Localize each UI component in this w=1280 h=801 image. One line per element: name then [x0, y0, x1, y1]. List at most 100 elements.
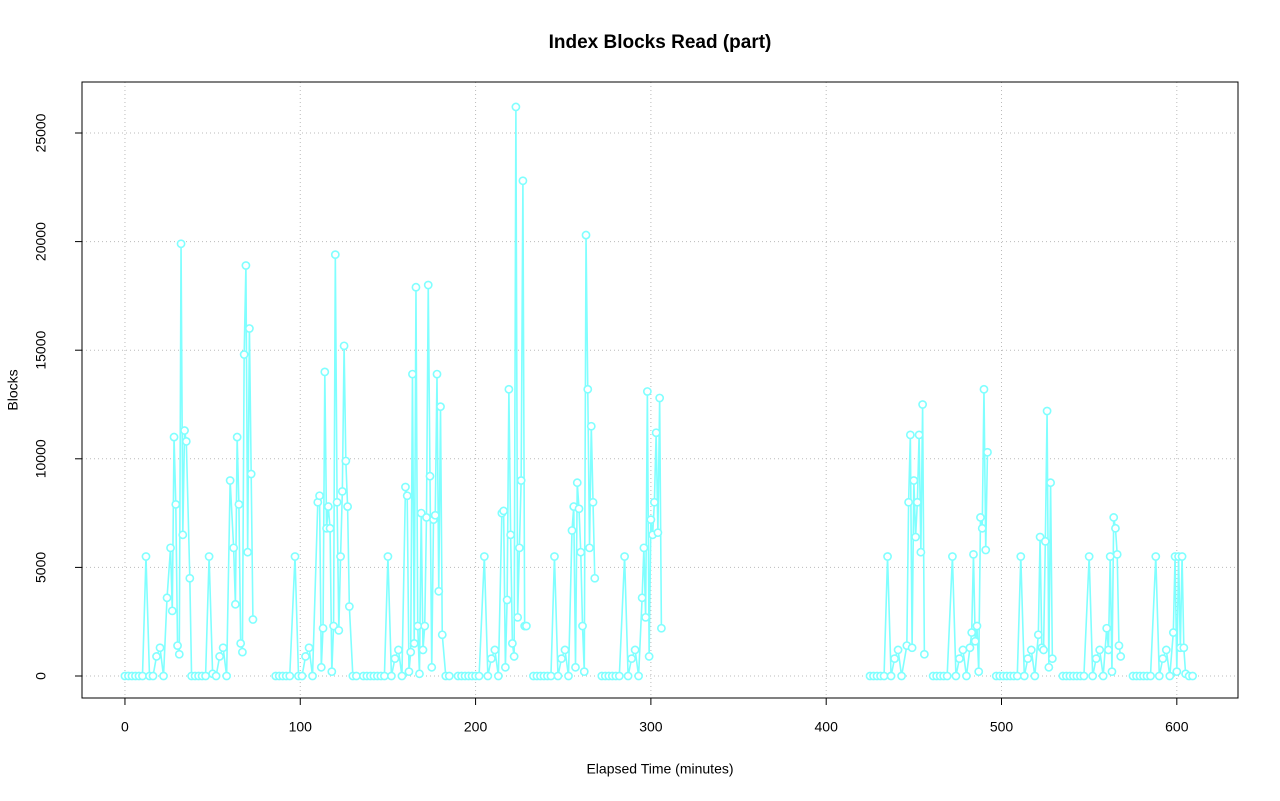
x-axis-label: Elapsed Time (minutes) — [586, 761, 733, 777]
data-point — [614, 671, 624, 681]
data-point — [397, 671, 407, 681]
data-point — [401, 482, 410, 492]
data-point — [974, 667, 984, 677]
grid — [82, 82, 1238, 698]
data-point — [152, 652, 161, 661]
data-point — [886, 671, 896, 681]
data-point — [1111, 523, 1120, 533]
data-point — [578, 621, 587, 631]
data-point — [955, 654, 964, 664]
data-point — [1172, 667, 1182, 677]
data-point — [970, 636, 980, 646]
data-point — [907, 643, 917, 653]
data-point — [423, 280, 433, 290]
data-point — [486, 654, 496, 664]
data-point — [1105, 552, 1115, 561]
data-point — [337, 486, 347, 496]
data-point — [918, 400, 928, 409]
data-point — [204, 552, 214, 561]
data-point — [499, 506, 509, 516]
x-tick-label: 500 — [990, 719, 1014, 735]
chart-title: Index Blocks Read (part) — [549, 32, 772, 53]
data-point — [1151, 552, 1161, 561]
data-point — [344, 602, 354, 611]
data-point — [290, 552, 300, 561]
data-point — [323, 502, 333, 511]
data-point — [387, 671, 396, 681]
data-point — [327, 667, 337, 677]
data-point — [653, 528, 663, 538]
y-tick-label: 20000 — [33, 222, 49, 261]
data-point — [916, 547, 926, 557]
data-point — [425, 471, 435, 481]
data-point — [1040, 536, 1050, 546]
data-point — [404, 667, 414, 677]
data-point — [513, 612, 523, 622]
data-point — [983, 447, 992, 457]
data-point — [218, 643, 228, 653]
data-point — [409, 639, 419, 648]
y-tick-label: 25000 — [33, 113, 49, 152]
data-point — [522, 621, 531, 631]
data-point — [243, 547, 253, 557]
axes: 0 100 200 300 400 500 600 0 5000 10000 15000 20000 2… — [33, 113, 1189, 734]
series-line — [124, 106, 1193, 678]
data-point — [500, 662, 510, 672]
data-point — [641, 612, 651, 622]
data-point — [181, 437, 191, 446]
data-point — [1095, 645, 1105, 655]
y-axis-label: Blocks — [5, 369, 21, 410]
data-point — [245, 324, 254, 333]
data-point — [437, 630, 447, 640]
data-point — [546, 671, 556, 681]
data-point — [550, 552, 559, 561]
data-point — [1026, 645, 1036, 655]
data-point — [948, 552, 957, 561]
data-point — [958, 645, 968, 655]
data-point — [225, 476, 235, 485]
data-point — [436, 402, 445, 412]
data-point — [413, 621, 423, 631]
data-point — [479, 552, 489, 561]
data-point — [507, 639, 517, 648]
data-point — [511, 102, 521, 112]
data-point — [167, 606, 177, 616]
data-point — [1146, 671, 1155, 681]
data-point — [420, 621, 430, 631]
y-tick-label: 5000 — [33, 552, 49, 583]
data-point — [583, 384, 593, 394]
x-tick-label: 600 — [1165, 719, 1189, 735]
data-point — [339, 341, 349, 351]
data-point — [180, 426, 189, 435]
data-point — [502, 595, 512, 605]
data-point — [430, 510, 440, 520]
data-point — [1091, 654, 1101, 664]
data-point — [415, 669, 424, 679]
data-point — [380, 671, 389, 681]
data-point — [318, 623, 328, 633]
data-point — [516, 476, 526, 485]
data-point — [1177, 552, 1187, 561]
data-point — [630, 645, 640, 655]
y-tick-label: 15000 — [33, 331, 49, 370]
data-point — [336, 552, 345, 561]
data-point — [316, 662, 326, 672]
data-point — [334, 625, 344, 635]
plot-data — [120, 102, 1197, 681]
data-point — [171, 500, 181, 509]
data-point — [185, 573, 195, 583]
data-point — [627, 654, 636, 664]
data-point — [1016, 552, 1026, 561]
data-point — [1112, 549, 1122, 559]
data-point — [644, 652, 654, 661]
x-tick-label: 300 — [639, 719, 663, 735]
data-point — [1107, 667, 1117, 677]
data-point — [427, 662, 437, 672]
data-point — [402, 491, 412, 501]
data-point — [657, 623, 666, 633]
data-point — [905, 430, 915, 440]
data-point — [1116, 652, 1126, 661]
data-point — [620, 552, 629, 561]
data-point — [1019, 671, 1029, 681]
data-point — [1012, 671, 1022, 681]
